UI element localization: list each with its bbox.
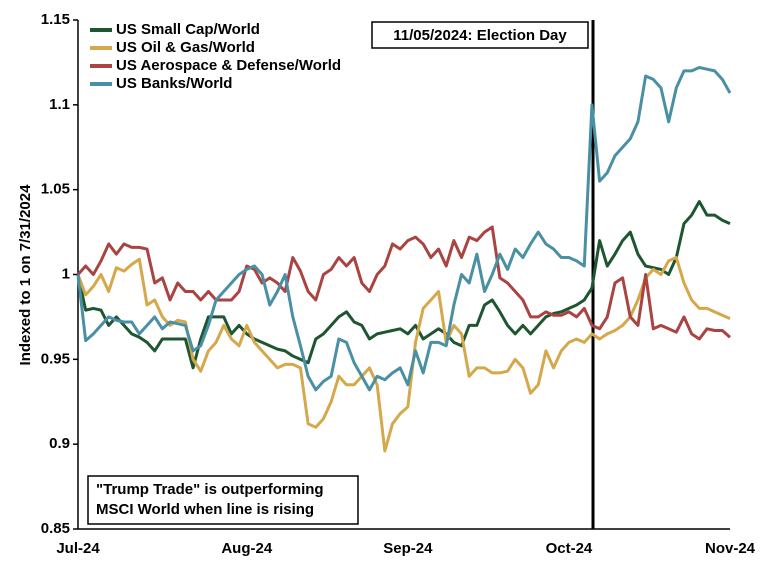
x-tick-label: Jul-24	[56, 540, 100, 557]
legend-label: US Small Cap/World	[116, 21, 260, 38]
y-axis-label: Indexed to 1 on 7/31/2024	[17, 184, 34, 366]
series-line	[76, 200, 731, 370]
x-tick-label: Aug-24	[221, 540, 272, 557]
y-tick-label: 1.1	[49, 96, 70, 113]
series-line	[76, 66, 732, 392]
legend-label: US Oil & Gas/World	[116, 39, 255, 56]
y-tick-label: 1	[62, 265, 70, 282]
note-line: MSCI World when line is rising	[96, 501, 314, 518]
event-label: 11/05/2024: Election Day	[393, 27, 567, 44]
x-tick-label: Nov-24	[705, 540, 756, 557]
note-box	[87, 475, 359, 525]
note-line: "Trump Trade" is outperforming	[96, 481, 324, 498]
legend-label: US Banks/World	[116, 75, 232, 92]
y-tick-label: 0.85	[41, 520, 70, 537]
legend-label: US Aerospace & Defense/World	[116, 57, 341, 74]
x-tick-label: Oct-24	[546, 540, 593, 557]
y-tick-label: 0.9	[49, 435, 70, 452]
y-tick-label: 1.15	[41, 11, 70, 28]
x-tick-label: Sep-24	[383, 540, 433, 557]
y-tick-label: 0.95	[41, 350, 70, 367]
y-tick-label: 1.05	[41, 181, 70, 198]
series-line	[76, 225, 731, 341]
event-box	[371, 21, 589, 49]
